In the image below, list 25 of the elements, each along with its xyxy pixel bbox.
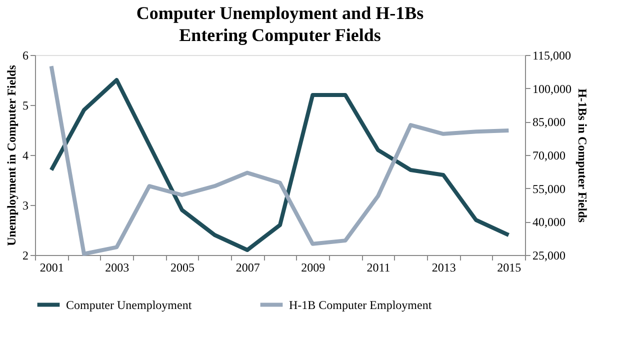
y2-axis-title: H-1Bs in Computer Fields (576, 88, 590, 223)
y2-tick-label: 70,000 (532, 148, 566, 162)
legend-label: H-1B Computer Employment (289, 298, 432, 312)
y2-tick-label: 100,000 (532, 82, 572, 96)
y-tick-label: 5 (22, 98, 28, 112)
y2-tick-label: 25,000 (532, 248, 566, 262)
y-tick-label: 3 (22, 198, 28, 212)
y-tick-label: 2 (22, 248, 28, 262)
y2-tick-label: 55,000 (532, 182, 566, 196)
x-tick-label: 2009 (301, 260, 326, 274)
x-tick-label: 2005 (170, 260, 194, 274)
legend-label: Computer Unemployment (66, 298, 192, 312)
x-tick-label: 2013 (432, 260, 456, 274)
y2-tick-label: 85,000 (532, 115, 566, 130)
y-tick-label: 6 (22, 48, 28, 62)
y-axis-title: Unemployment in Computer Fields (4, 64, 18, 246)
chart-title: Computer Unemployment and H-1Bs Entering Computer Fields (136, 3, 424, 45)
y2-tick-label: 115,000 (532, 48, 572, 62)
x-tick-label: 2011 (366, 260, 390, 274)
x-tick-label: 2001 (40, 260, 64, 274)
y2-tick-label: 40,000 (532, 215, 566, 230)
x-tick-label: 2003 (105, 260, 130, 274)
x-tick-label: 2007 (236, 260, 260, 274)
y-tick-label: 4 (22, 148, 28, 162)
x-tick-label: 2015 (497, 260, 522, 274)
